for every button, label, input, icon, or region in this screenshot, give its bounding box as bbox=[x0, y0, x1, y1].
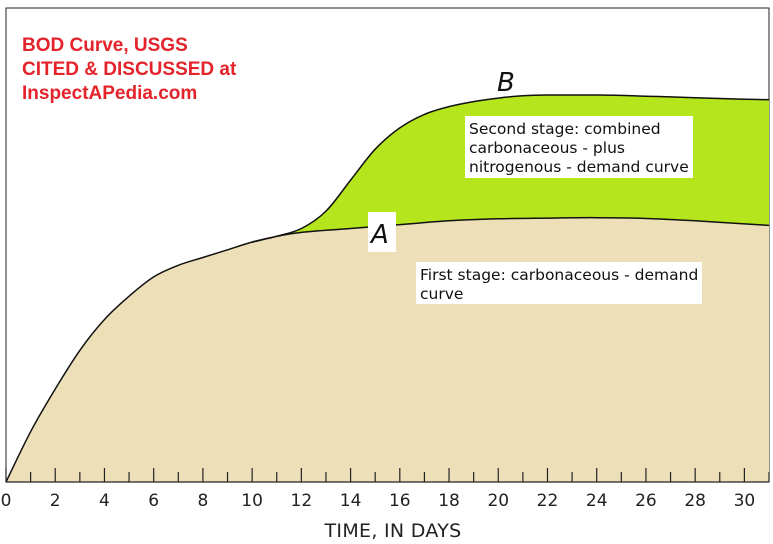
watermark-line-3: InspectAPedia.com bbox=[22, 83, 198, 104]
curve-a-label-background bbox=[368, 212, 396, 252]
second-stage-annotation-line-2: carbonaceous - plus bbox=[469, 139, 625, 157]
x-tick-label: 30 bbox=[734, 491, 756, 511]
second-stage-annotation-line-1: Second stage: combined bbox=[469, 120, 661, 138]
watermark-caption: BOD Curve, USGS CITED & DISCUSSED at Ins… bbox=[22, 34, 236, 106]
x-tick-label: 10 bbox=[241, 491, 263, 511]
x-tick-label: 0 bbox=[1, 491, 12, 511]
first-stage-annotation-line-1: First stage: carbonaceous - demand bbox=[420, 266, 698, 284]
x-tick-label: 24 bbox=[586, 491, 608, 511]
x-tick-label: 8 bbox=[197, 491, 208, 511]
x-axis-tick-labels: 0 2 4 6 8 10 12 14 16 18 20 22 24 26 28 30 bbox=[1, 491, 756, 511]
second-stage-curve bbox=[251, 94, 770, 243]
x-axis-ticks bbox=[5, 468, 770, 482]
x-axis-title: TIME, IN DAYS bbox=[324, 520, 462, 542]
x-tick-label: 16 bbox=[389, 491, 411, 511]
watermark-line-1: BOD Curve, USGS bbox=[22, 35, 188, 56]
first-stage-annotation-background bbox=[416, 262, 702, 304]
watermark-line-2: CITED & DISCUSSED at bbox=[22, 59, 237, 80]
first-stage-annotation-line-2: curve bbox=[420, 285, 463, 303]
curve-a-label: A bbox=[369, 220, 389, 250]
x-tick-label: 6 bbox=[148, 491, 159, 511]
x-tick-label: 12 bbox=[291, 491, 313, 511]
curve-b-label: B bbox=[497, 68, 515, 98]
x-tick-label: 28 bbox=[684, 491, 706, 511]
first-stage-curve bbox=[5, 216, 770, 483]
x-tick-label: 14 bbox=[340, 491, 362, 511]
x-tick-label: 2 bbox=[50, 491, 61, 511]
second-stage-annotation-line-3: nitrogenous - demand curve bbox=[469, 158, 689, 176]
x-tick-label: 4 bbox=[99, 491, 110, 511]
x-tick-label: 22 bbox=[537, 491, 559, 511]
x-tick-label: 20 bbox=[487, 491, 509, 511]
second-stage-annotation-background bbox=[465, 116, 693, 178]
x-tick-label: 18 bbox=[438, 491, 460, 511]
x-tick-label: 26 bbox=[635, 491, 657, 511]
